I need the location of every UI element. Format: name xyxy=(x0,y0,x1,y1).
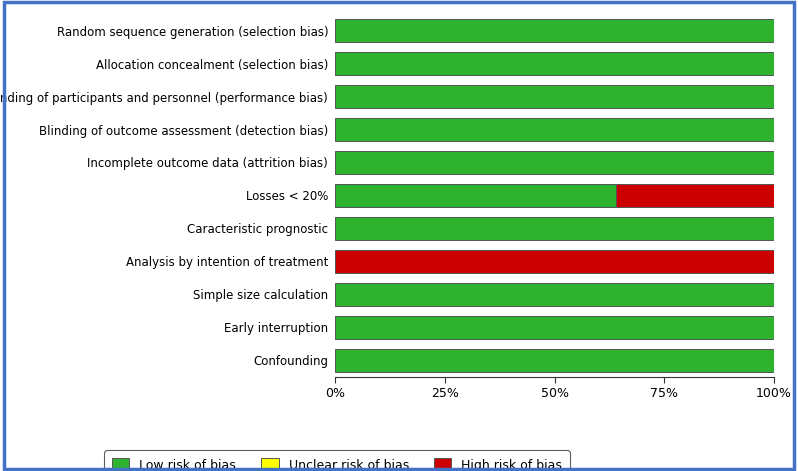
Bar xyxy=(616,184,774,207)
Bar xyxy=(335,349,774,372)
Bar xyxy=(335,283,774,306)
Bar xyxy=(335,184,616,207)
Legend: Low risk of bias, Unclear risk of bias, High risk of bias: Low risk of bias, Unclear risk of bias, … xyxy=(105,450,570,471)
Bar xyxy=(335,151,774,174)
Bar xyxy=(335,250,774,273)
Bar xyxy=(335,52,774,75)
Bar xyxy=(335,19,774,42)
Bar xyxy=(335,316,774,339)
Bar xyxy=(335,85,774,108)
Bar xyxy=(335,118,774,141)
Bar xyxy=(335,217,774,240)
